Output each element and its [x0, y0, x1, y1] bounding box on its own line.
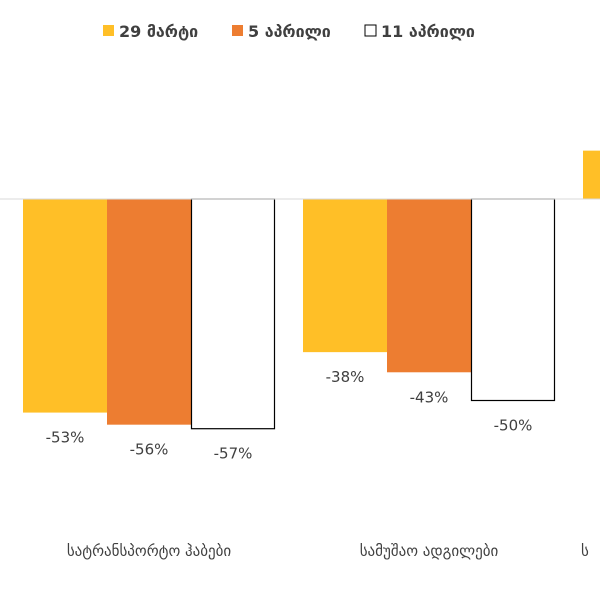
data-label: -43%	[410, 388, 449, 406]
bar	[583, 150, 600, 199]
bar	[107, 199, 191, 425]
data-labels: -53% -56% -57% -38% -43% -50%	[46, 368, 533, 463]
data-label: -50%	[494, 417, 533, 435]
data-label: -56%	[130, 441, 169, 459]
legend-item: 11 აპრილი	[364, 22, 475, 41]
bar	[23, 199, 107, 413]
legend-label: 11 აპრილი	[381, 22, 475, 41]
bar	[387, 199, 471, 373]
data-label: -38%	[326, 368, 365, 386]
category-label: სატრანსპორტო ჰაბები	[67, 542, 232, 560]
legend-item: 29 მარტი	[103, 22, 198, 41]
bar	[303, 199, 387, 353]
category-label: ს	[581, 542, 589, 560]
legend: 29 მარტი 5 აპრილი 11 აპრილი	[103, 22, 475, 41]
legend-label: 29 მარტი	[119, 22, 198, 41]
data-label: -53%	[46, 429, 85, 447]
bar	[470, 198, 556, 402]
legend-swatch	[364, 24, 377, 37]
category-labels: სატრანსპორტო ჰაბები სამუშაო ადგილები ს	[67, 542, 589, 560]
bar	[190, 198, 276, 430]
legend-label: 5 აპრილი	[248, 22, 331, 41]
legend-swatch	[232, 25, 243, 36]
data-label: -57%	[214, 445, 253, 463]
bars	[23, 150, 600, 430]
legend-swatch	[103, 25, 114, 36]
category-label: სამუშაო ადგილები	[360, 542, 499, 560]
legend-item: 5 აპრილი	[232, 22, 331, 41]
